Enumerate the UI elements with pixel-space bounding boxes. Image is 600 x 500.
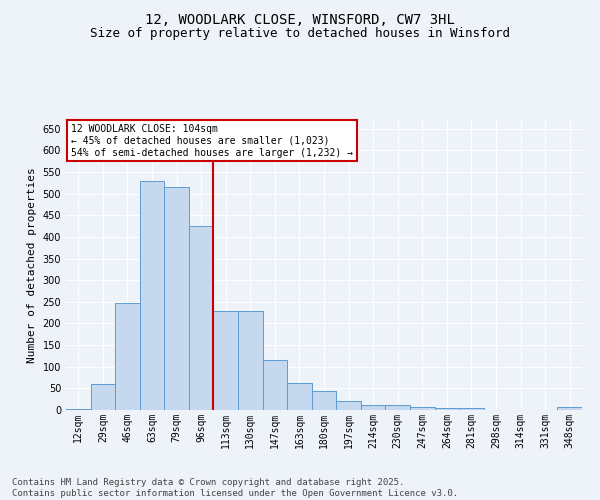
Bar — [91, 384, 115, 410]
Text: Contains HM Land Registry data © Crown copyright and database right 2025.
Contai: Contains HM Land Registry data © Crown c… — [12, 478, 458, 498]
Bar — [336, 402, 361, 410]
Bar — [164, 187, 189, 410]
Text: Size of property relative to detached houses in Winsford: Size of property relative to detached ho… — [90, 28, 510, 40]
Bar — [263, 360, 287, 410]
Bar — [115, 302, 140, 410]
Bar — [312, 391, 336, 410]
Bar — [214, 312, 238, 410]
Bar — [189, 226, 214, 410]
Y-axis label: Number of detached properties: Number of detached properties — [27, 167, 37, 363]
Bar — [140, 180, 164, 410]
Bar — [385, 405, 410, 410]
Text: 12 WOODLARK CLOSE: 104sqm
← 45% of detached houses are smaller (1,023)
54% of se: 12 WOODLARK CLOSE: 104sqm ← 45% of detac… — [71, 124, 353, 158]
Bar — [557, 407, 582, 410]
Bar — [287, 382, 312, 410]
Bar — [361, 405, 385, 410]
Bar — [66, 409, 91, 410]
Bar — [434, 408, 459, 410]
Text: 12, WOODLARK CLOSE, WINSFORD, CW7 3HL: 12, WOODLARK CLOSE, WINSFORD, CW7 3HL — [145, 12, 455, 26]
Bar — [410, 406, 434, 410]
Bar — [238, 312, 263, 410]
Bar — [459, 408, 484, 410]
